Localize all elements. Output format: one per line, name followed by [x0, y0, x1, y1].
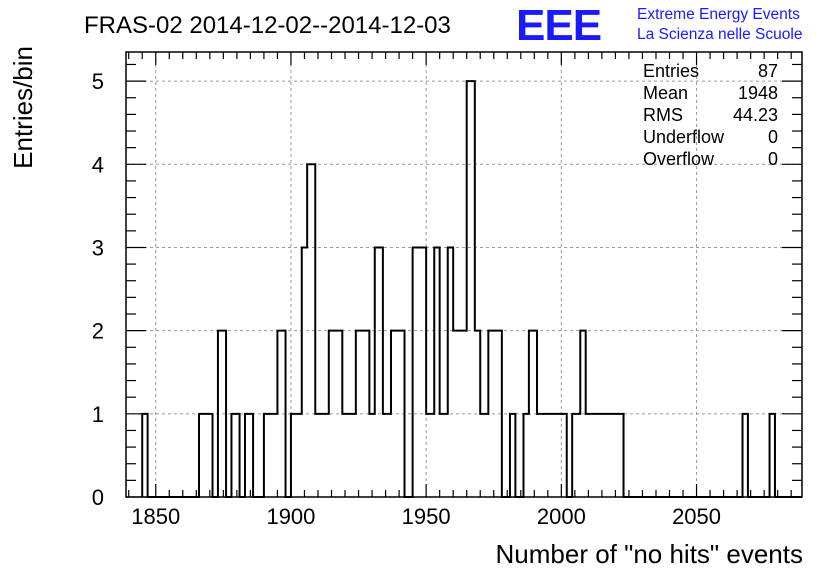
histogram-bin — [426, 414, 434, 497]
y-tick-label: 3 — [92, 235, 104, 260]
histogram-bin — [440, 414, 448, 497]
histogram-bin — [264, 414, 278, 497]
chart-title: FRAS-02 2014-12-02--2014-12-03 — [84, 12, 451, 39]
histogram-bin — [342, 414, 356, 497]
histogram-bin — [375, 247, 383, 497]
plot-frame — [125, 51, 803, 498]
y-axis-label: Entries/bin — [8, 46, 38, 169]
stats-box: Entries 87 Mean 1948 RMS 44.23 Underflow… — [643, 61, 778, 169]
stats-row: Underflow 0 — [643, 127, 778, 147]
y-tick-labels: 0 1 2 3 4 5 — [92, 69, 104, 510]
y-tick-label: 5 — [92, 69, 104, 94]
stats-row: Entries 87 — [643, 61, 778, 81]
histogram-bin — [199, 414, 213, 497]
x-tick-label: 2050 — [672, 504, 721, 529]
axis-ticks — [126, 52, 802, 498]
logo-line1: Extreme Energy Events — [637, 6, 800, 23]
logo-mark: EEE — [516, 1, 601, 50]
y-tick-label: 2 — [92, 319, 104, 344]
stats-value: 0 — [768, 149, 778, 169]
stats-value: 87 — [758, 61, 778, 81]
histogram-outline — [141, 80, 802, 498]
histogram-bin — [537, 414, 567, 497]
y-tick-label: 4 — [92, 152, 104, 177]
y-tick-label: 1 — [92, 402, 104, 427]
logo-line2: La Scienza nelle Scuole — [637, 26, 802, 43]
x-tick-label: 2000 — [537, 504, 586, 529]
histogram-bin — [245, 414, 253, 497]
x-tick-labels: 1850 1900 1950 2000 2050 — [131, 504, 721, 529]
stats-label: Overflow — [643, 149, 715, 169]
histogram-bin — [467, 81, 475, 497]
histogram-bin — [383, 414, 391, 497]
stats-label: RMS — [643, 105, 683, 125]
histogram-bin — [315, 414, 329, 497]
stats-label: Entries — [643, 61, 699, 81]
histogram-bin — [480, 414, 488, 497]
histogram-bin — [413, 247, 427, 497]
stats-value: 44.23 — [733, 105, 778, 125]
stats-value: 1948 — [738, 83, 778, 103]
x-tick-label: 1950 — [402, 504, 451, 529]
stats-value: 0 — [768, 127, 778, 147]
x-tick-label: 1900 — [266, 504, 315, 529]
histogram-bin — [231, 414, 239, 497]
histogram-bin — [291, 414, 302, 497]
histogram-bin — [369, 414, 374, 497]
stats-row: RMS 44.23 — [643, 105, 778, 125]
x-axis-label: Number of "no hits" events — [496, 539, 804, 569]
stats-row: Overflow 0 — [643, 149, 778, 169]
histogram-bin — [572, 414, 580, 497]
eee-logo: EEE Extreme Energy Events La Scienza nel… — [516, 1, 802, 50]
histogram-bin — [586, 414, 594, 497]
histogram-bin — [594, 414, 624, 497]
y-tick-label: 0 — [92, 485, 104, 510]
stats-label: Underflow — [643, 127, 725, 147]
gridlines — [126, 52, 802, 497]
stats-label: Mean — [643, 83, 688, 103]
x-tick-label: 1850 — [131, 504, 180, 529]
stats-row: Mean 1948 — [643, 83, 778, 103]
